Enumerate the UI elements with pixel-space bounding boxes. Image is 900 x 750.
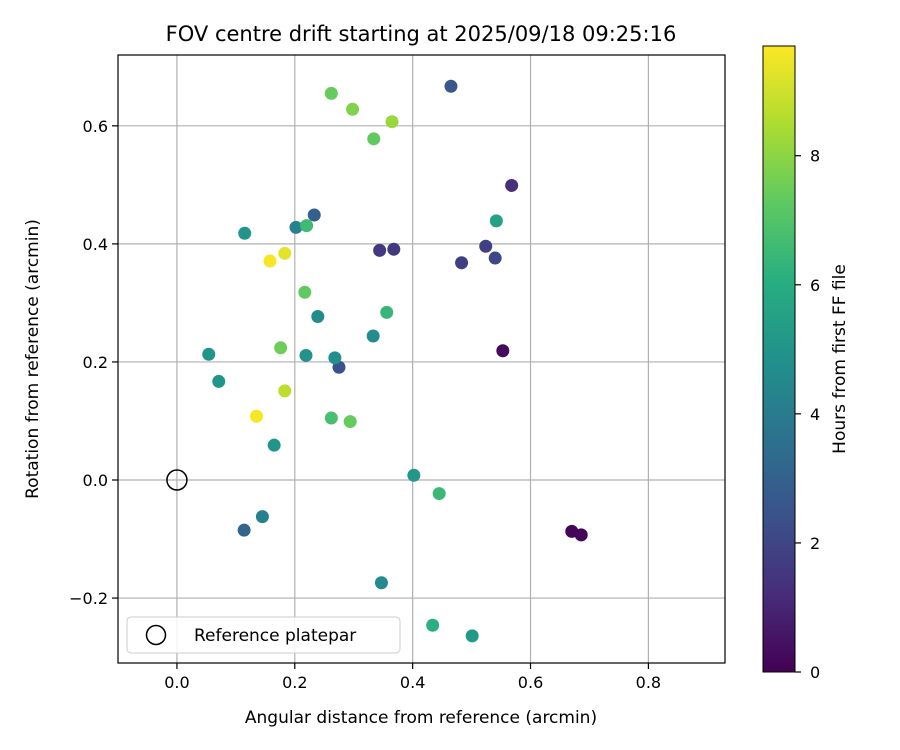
colorbar-tick-label: 8 [810,147,820,166]
colorbar-tick-label: 6 [810,276,820,295]
scatter-point [496,344,510,358]
colorbar-gradient [762,45,796,673]
scatter-point [407,468,421,482]
scatter-point [367,132,381,146]
scatter-point [212,374,226,388]
legend: Reference platepar [126,616,401,654]
scatter-point [298,285,312,299]
scatter-point [374,576,388,590]
y-axis-ticks: −0.2 0.0 0.2 0.4 0.6 [69,117,118,608]
scatter-point [255,510,269,524]
scatter-point [238,226,252,240]
scatter-point [307,208,321,222]
scatter-point [366,329,380,343]
scatter-point [202,347,216,361]
grid-lines [118,55,725,663]
scatter-point [505,178,519,192]
y-tick-label: −0.2 [69,589,108,608]
scatter-point [324,86,338,100]
legend-box [126,616,401,654]
scatter-point [574,528,588,542]
y-tick-label: 0.2 [83,353,108,372]
chart-title: FOV centre drift starting at 2025/09/18 … [166,22,677,46]
scatter-point [263,254,277,268]
x-tick-label: 0.6 [518,673,543,692]
scatter-point [300,219,314,233]
scatter-point [444,79,458,93]
y-tick-label: 0.4 [83,235,108,254]
colorbar: 0 2 4 6 8 Hours from first FF file [762,45,850,682]
scatter-point [328,351,342,365]
scatter-point [479,239,493,253]
scatter-point [465,629,479,643]
x-tick-label: 0.4 [400,673,425,692]
colorbar-label: Hours from first FF file [830,264,850,454]
legend-label: Reference platepar [194,626,356,646]
scatter-point [488,251,502,265]
scatter-point [432,487,446,501]
scatter-point [289,220,303,234]
reference-point-marker [166,469,188,491]
scatter-point [299,348,313,362]
colorbar-tick-label: 4 [810,405,820,424]
scatter-point [324,411,338,425]
scatter-point [373,243,387,257]
scatter-point [311,309,325,323]
x-tick-label: 0.0 [164,673,189,692]
y-tick-label: 0.6 [83,117,108,136]
y-axis-label: Rotation from reference (arcmin) [23,219,43,499]
scatter-point [387,242,401,256]
scatter-point [237,523,251,537]
scatter-point [426,618,440,632]
x-tick-label: 0.2 [282,673,307,692]
x-axis-ticks: 0.0 0.2 0.4 0.6 0.8 [164,663,661,692]
legend-marker [145,624,167,646]
scatter-point [249,409,263,423]
scatter-point [346,102,360,116]
scatter-point [267,438,281,452]
scatter-point [455,256,469,270]
scatter-points [202,79,588,643]
scatter-point [343,415,357,429]
colorbar-tick-label: 2 [810,534,820,553]
scatter-point [278,246,292,260]
scatter-point [385,115,399,129]
plot-frame [117,54,726,664]
scatter-point [278,384,292,398]
x-tick-label: 0.8 [636,673,661,692]
y-tick-label: 0.0 [83,471,108,490]
scatter-point [274,341,288,355]
scatter-point [489,214,503,228]
colorbar-ticks: 0 2 4 6 8 [795,147,820,682]
scatter-point [380,305,394,319]
x-axis-label: Angular distance from reference (arcmin) [245,708,597,728]
colorbar-tick-label: 0 [810,663,820,682]
